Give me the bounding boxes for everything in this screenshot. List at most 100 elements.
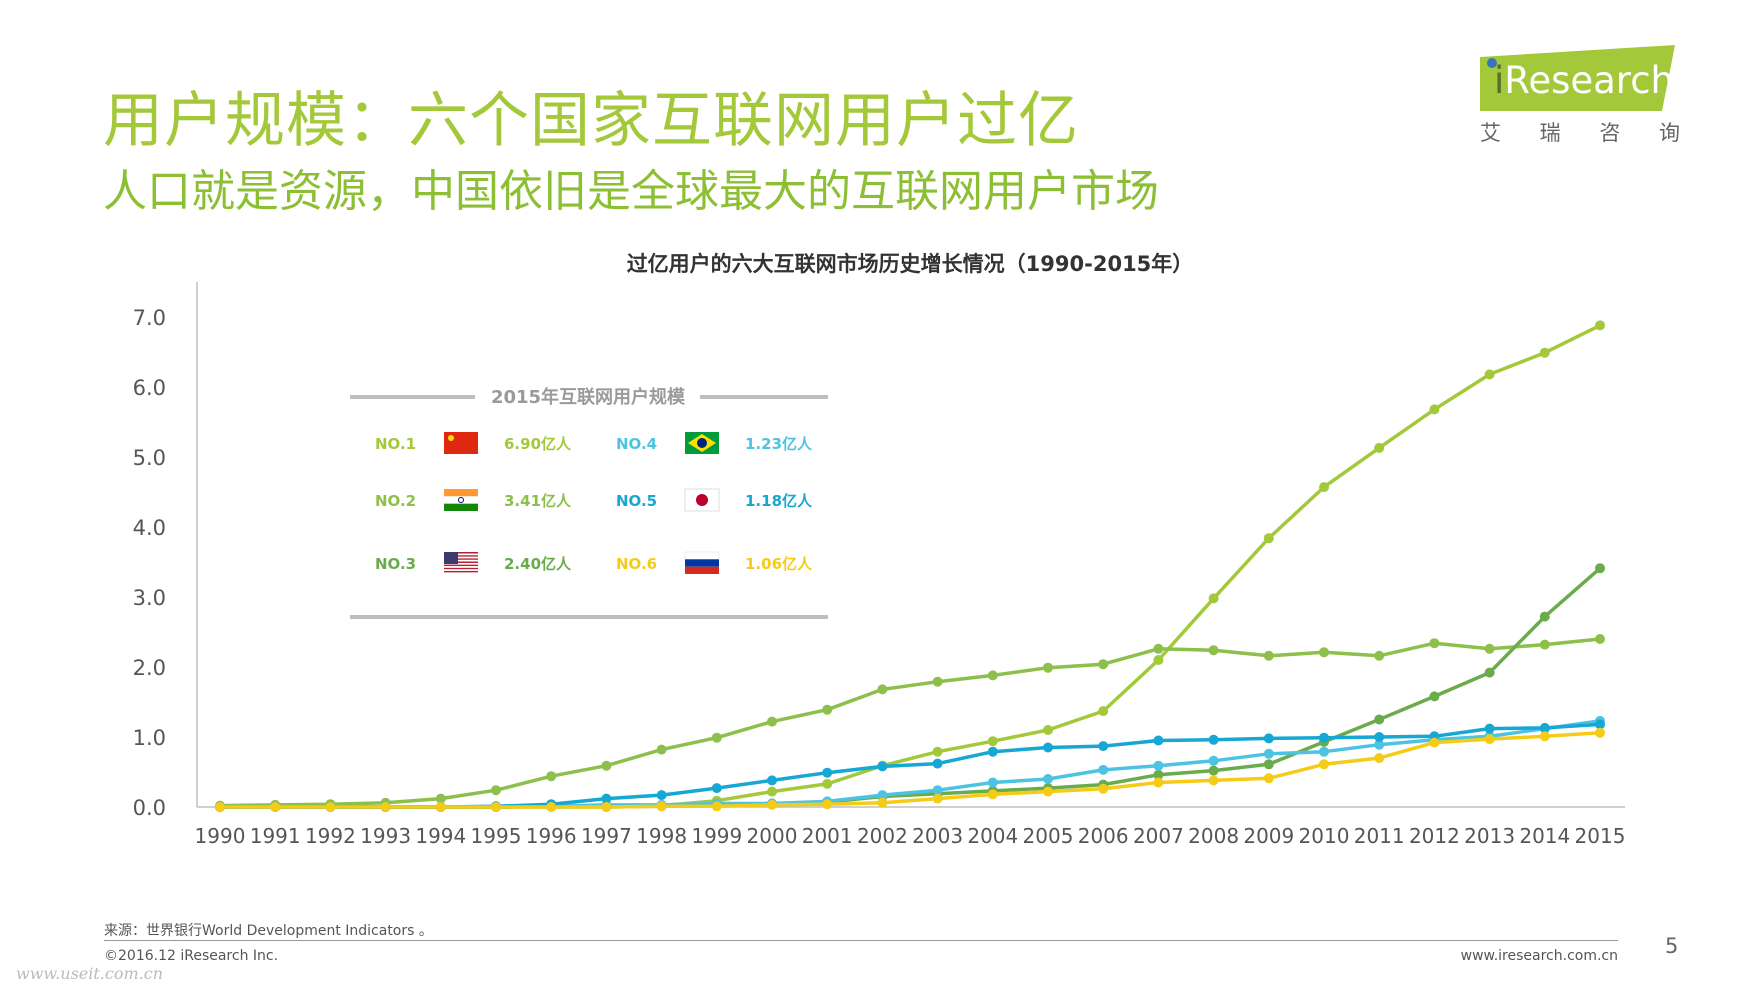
japan-flag <box>684 488 720 512</box>
chart-series <box>215 320 1605 812</box>
data-point-美国 <box>822 704 833 715</box>
data-point-俄罗斯 <box>932 793 943 804</box>
logo-cn-char: 艾 <box>1480 121 1501 145</box>
x-tick-label: 2000 <box>747 824 798 848</box>
page-subtitle: 人口就是资源，中国依旧是全球最大的互联网用户市场 <box>103 166 1159 217</box>
legend-rank: NO.6 <box>616 555 657 573</box>
data-point-俄罗斯 <box>435 802 446 812</box>
data-point-中国 <box>932 746 943 757</box>
legend-box: 2015年互联网用户规模 NO.1 6.90亿人 NO.2 3.41亿人 NO.3 2.40… <box>350 386 828 619</box>
legend-rank: NO.4 <box>616 435 657 453</box>
logo-text: iResearch <box>1494 59 1674 102</box>
data-point-美国 <box>1595 634 1605 644</box>
y-tick-label: 2.0 <box>133 656 166 680</box>
x-tick-label: 2015 <box>1575 824 1626 848</box>
data-point-日本 <box>1208 734 1219 745</box>
data-point-美国 <box>1098 659 1109 670</box>
data-point-中国 <box>1484 369 1495 380</box>
x-tick-label: 1996 <box>526 824 577 848</box>
legend-value: 1.23亿人 <box>745 435 813 453</box>
data-point-俄罗斯 <box>711 801 722 812</box>
data-point-俄罗斯 <box>656 801 667 812</box>
x-tick-label: 1993 <box>360 824 411 848</box>
data-point-俄罗斯 <box>1429 737 1440 748</box>
data-point-美国 <box>767 716 777 727</box>
x-tick-label: 1994 <box>415 824 466 848</box>
x-tick-label: 2010 <box>1299 824 1350 848</box>
data-point-日本 <box>877 761 888 772</box>
legend-value: 1.18亿人 <box>745 492 813 510</box>
data-point-中国 <box>1319 482 1329 493</box>
legend-rank: NO.3 <box>375 555 416 573</box>
data-point-俄罗斯 <box>1153 777 1164 788</box>
data-point-中国 <box>1429 404 1440 415</box>
data-point-中国 <box>1595 320 1605 331</box>
data-point-巴西 <box>987 777 998 788</box>
legend-value: 6.90亿人 <box>504 435 572 453</box>
data-point-美国 <box>435 793 446 804</box>
logo-banner-icon <box>1480 45 1675 111</box>
data-point-俄罗斯 <box>822 799 833 810</box>
data-point-印度 <box>1429 691 1440 702</box>
data-point-巴西 <box>1208 755 1219 766</box>
data-point-日本 <box>601 793 612 804</box>
series-line-美国 <box>219 637 1601 808</box>
x-tick-label: 2002 <box>857 824 908 848</box>
data-point-巴西 <box>1263 748 1274 759</box>
india-flag <box>444 489 478 511</box>
data-point-日本 <box>767 775 777 786</box>
legend-value: 2.40亿人 <box>504 555 572 573</box>
y-tick-label: 0.0 <box>133 796 166 820</box>
data-point-日本 <box>1319 732 1329 743</box>
legend-rank: NO.2 <box>375 492 416 510</box>
y-tick-label: 5.0 <box>133 446 166 470</box>
y-tick-label: 1.0 <box>133 726 166 750</box>
data-point-印度 <box>1208 765 1219 776</box>
legend-rank: NO.1 <box>375 435 416 453</box>
data-point-印度 <box>1539 611 1550 622</box>
page-title: 用户规模：六个国家互联网用户过亿 <box>103 86 1079 156</box>
data-point-巴西 <box>877 790 888 801</box>
data-point-俄罗斯 <box>987 789 998 800</box>
logo-i: i <box>1494 59 1505 102</box>
data-point-俄罗斯 <box>380 802 391 812</box>
x-tick-label: 1991 <box>250 824 301 848</box>
data-point-俄罗斯 <box>1374 753 1385 763</box>
data-point-中国 <box>1153 655 1164 665</box>
data-point-俄罗斯 <box>1208 775 1219 786</box>
x-tick-label: 1992 <box>305 824 356 848</box>
russia-flag <box>684 551 720 574</box>
data-point-俄罗斯 <box>877 797 888 808</box>
data-point-日本 <box>1595 719 1605 730</box>
data-point-俄罗斯 <box>1098 783 1109 794</box>
logo-brand: Research <box>1504 59 1674 102</box>
data-point-中国 <box>1539 347 1550 358</box>
iresearch-logo: iResearch 艾 瑞 咨 询 <box>1480 45 1690 155</box>
x-tick-label: 2003 <box>912 824 963 848</box>
data-point-日本 <box>711 783 722 794</box>
legend-value: 1.06亿人 <box>745 555 813 573</box>
data-point-日本 <box>656 790 667 801</box>
x-tick-label: 1995 <box>471 824 522 848</box>
brazil-flag <box>685 432 719 454</box>
y-tick-label: 6.0 <box>133 376 166 400</box>
watermark: www.useit.com.cn <box>16 964 164 983</box>
data-point-美国 <box>601 760 612 771</box>
data-point-日本 <box>1153 735 1164 746</box>
data-point-美国 <box>1429 638 1440 649</box>
series-line-俄罗斯 <box>220 731 1601 809</box>
source-note: 来源：世界银行World Development Indicators 。 <box>104 923 433 939</box>
data-point-日本 <box>1263 733 1274 744</box>
data-point-巴西 <box>1319 746 1329 757</box>
data-point-美国 <box>711 732 722 743</box>
data-point-日本 <box>1484 723 1495 734</box>
data-point-俄罗斯 <box>270 802 281 812</box>
y-tick-label: 3.0 <box>133 586 166 610</box>
data-point-美国 <box>1319 647 1329 658</box>
data-point-印度 <box>1263 759 1274 770</box>
x-tick-label: 2004 <box>967 824 1018 848</box>
copyright: ©2016.12 iResearch Inc. <box>104 948 279 964</box>
page-number: 5 <box>1665 934 1679 958</box>
data-point-日本 <box>1539 722 1550 733</box>
